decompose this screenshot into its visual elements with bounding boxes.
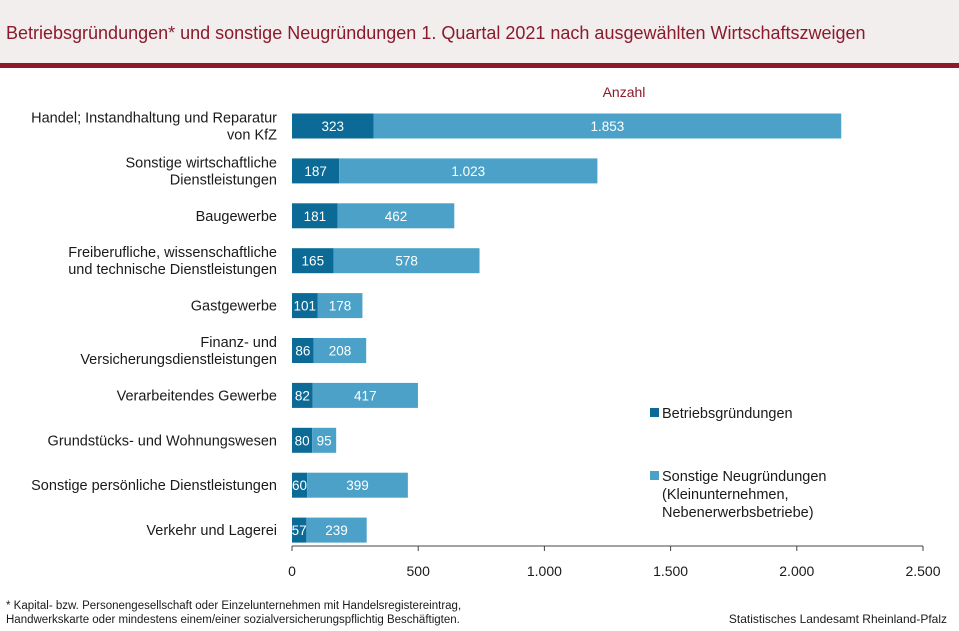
bar-betriebsgruendungen — [292, 517, 307, 543]
category-label: Grundstücks- und Wohnungswesen — [48, 433, 277, 449]
header-rule — [0, 63, 959, 68]
category-label: Gastgewerbe — [191, 299, 277, 315]
data-label-sonstige-neugruendungen: 178 — [329, 299, 352, 314]
data-label-sonstige-neugruendungen: 417 — [354, 388, 377, 403]
bar-sonstige-neugruendungen — [333, 248, 480, 274]
category-label: Handel; Instandhaltung und Reparatur — [31, 111, 277, 127]
bar-sonstige-neugruendungen — [312, 427, 337, 453]
legend-label-sonstige-neugruendungen: Nebenerwerbsbetriebe) — [662, 505, 814, 521]
legend-swatch-sonstige-neugruendungen — [650, 471, 659, 480]
chart: Anzahl Handel; Instandhaltung und Reparat… — [31, 84, 941, 579]
bar-sonstige-neugruendungen — [317, 293, 363, 319]
category-label: Sonstige wirtschaftliche — [125, 155, 277, 171]
data-label-sonstige-neugruendungen: 578 — [395, 254, 418, 269]
data-label-betriebsgruendungen: 187 — [304, 164, 327, 179]
x-tick-label: 2.500 — [905, 563, 940, 579]
category-label: Finanz- und — [200, 335, 277, 351]
chart-title: Betriebsgründungen* und sonstige Neugrün… — [6, 23, 866, 43]
bar-betriebsgruendungen — [292, 158, 340, 184]
x-tick-label: 1.500 — [653, 563, 688, 579]
footnote-line-1: * Kapital- bzw. Personengesellschaft ode… — [6, 600, 462, 612]
category-label: Baugewerbe — [196, 209, 277, 225]
data-label-sonstige-neugruendungen: 1.853 — [590, 119, 624, 134]
category-label: von KfZ — [227, 128, 277, 144]
category-label: Verkehr und Lagerei — [146, 523, 277, 539]
bar-betriebsgruendungen — [292, 293, 318, 319]
bar-betriebsgruendungen — [292, 248, 334, 274]
bar-betriebsgruendungen — [292, 427, 313, 453]
data-label-betriebsgruendungen: 60 — [292, 478, 307, 493]
data-label-sonstige-neugruendungen: 208 — [329, 344, 352, 359]
data-label-sonstige-neugruendungen: 239 — [325, 523, 348, 538]
data-label-betriebsgruendungen: 165 — [302, 254, 325, 269]
bar-sonstige-neugruendungen — [307, 472, 408, 498]
bar-sonstige-neugruendungen — [373, 113, 842, 139]
bar-betriebsgruendungen — [292, 203, 338, 229]
data-label-sonstige-neugruendungen: 1.023 — [451, 164, 485, 179]
x-tick-label: 1.000 — [527, 563, 562, 579]
category-label: Sonstige persönliche Dienstleistungen — [31, 478, 277, 494]
bar-sonstige-neugruendungen — [312, 382, 418, 408]
footnote-line-2: Handwerkskarte oder mindestens einem/ein… — [6, 614, 460, 626]
category-label: Verarbeitendes Gewerbe — [117, 388, 277, 404]
x-tick-label: 500 — [407, 563, 431, 579]
data-label-sonstige-neugruendungen: 95 — [317, 433, 332, 448]
data-label-sonstige-neugruendungen: 462 — [385, 209, 408, 224]
bar-sonstige-neugruendungen — [339, 158, 598, 184]
x-tick-label: 0 — [288, 563, 296, 579]
data-label-betriebsgruendungen: 323 — [321, 119, 344, 134]
bar-betriebsgruendungen — [292, 472, 308, 498]
data-label-betriebsgruendungen: 82 — [295, 388, 310, 403]
footnote: * Kapital- bzw. Personengesellschaft ode… — [6, 599, 566, 627]
x-tick-label: 2.000 — [779, 563, 814, 579]
data-label-sonstige-neugruendungen: 399 — [346, 478, 369, 493]
legend-swatch-betriebsgruendungen — [650, 408, 659, 417]
legend-label-sonstige-neugruendungen: Sonstige Neugründungen — [662, 469, 826, 485]
bar-sonstige-neugruendungen — [306, 517, 367, 543]
category-label: Freiberufliche, wissenschaftliche — [68, 245, 277, 261]
header-band: Betriebsgründungen* und sonstige Neugrün… — [0, 0, 959, 63]
data-label-betriebsgruendungen: 101 — [293, 299, 316, 314]
bar-betriebsgruendungen — [292, 382, 313, 408]
category-label: Dienstleistungen — [170, 172, 277, 188]
category-label: Versicherungsdienstleistungen — [80, 352, 277, 368]
bar-betriebsgruendungen — [292, 338, 314, 363]
data-label-betriebsgruendungen: 181 — [304, 209, 327, 224]
category-label: und technische Dienstleistungen — [68, 262, 277, 278]
legend-label-betriebsgruendungen: Betriebsgründungen — [662, 406, 793, 422]
bar-sonstige-neugruendungen — [337, 203, 455, 229]
unit-label: Anzahl — [603, 84, 646, 100]
data-label-betriebsgruendungen: 57 — [292, 523, 307, 538]
legend-label-sonstige-neugruendungen: (Kleinunternehmen, — [662, 487, 789, 503]
data-label-betriebsgruendungen: 86 — [295, 344, 310, 359]
data-label-betriebsgruendungen: 80 — [295, 433, 310, 448]
bar-betriebsgruendungen — [292, 113, 374, 139]
bar-sonstige-neugruendungen — [313, 338, 367, 363]
source-label: Statistisches Landesamt Rheinland-Pfalz — [728, 612, 947, 626]
